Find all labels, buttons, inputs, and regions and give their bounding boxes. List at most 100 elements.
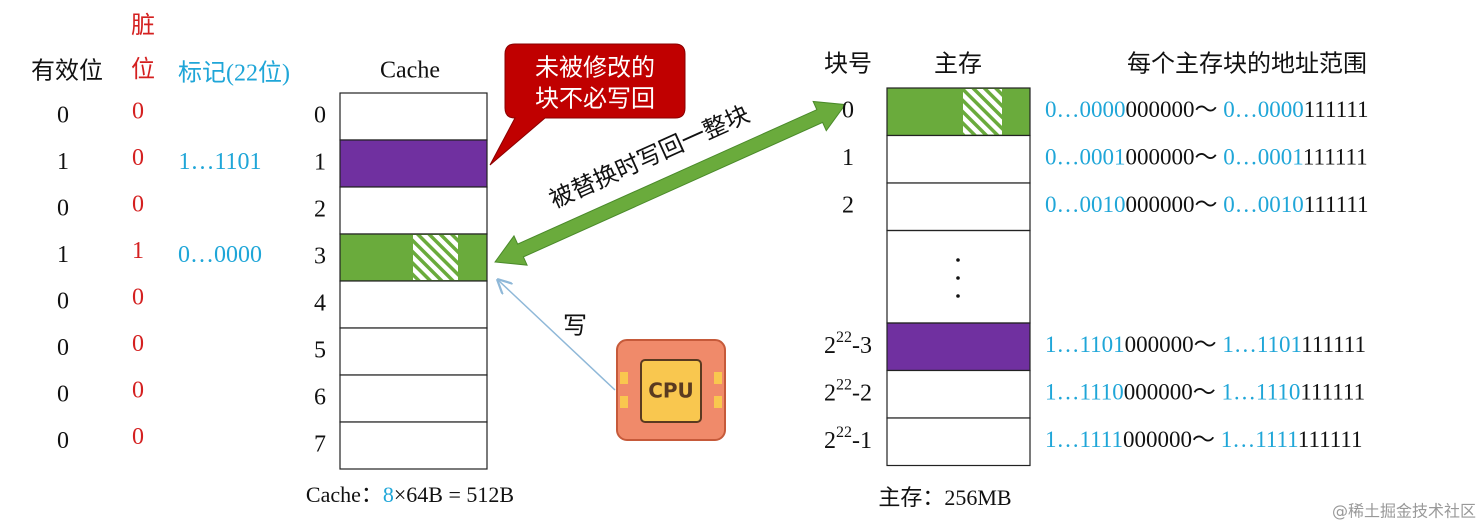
memory-block (886, 87, 1031, 137)
block-header: 块号 (824, 51, 872, 78)
address-part: 111111 (1304, 97, 1369, 122)
number-exp: 22 (836, 376, 852, 393)
address-part: 000000～ (1126, 145, 1224, 170)
address-part: 0…0000 (1045, 97, 1126, 122)
memory-caption: 主存：256MB (878, 485, 1011, 510)
memory-block (886, 182, 1031, 232)
block-number: 2 (842, 193, 854, 219)
number-base: 2 (824, 333, 836, 359)
ellipsis-dot (956, 294, 960, 298)
dirty-bit: 0 (132, 424, 144, 450)
number-rest: -2 (852, 380, 872, 406)
tag-header: 标记(22位) (178, 60, 290, 87)
caption-part: ×64B = 512B (394, 482, 514, 507)
cpu-chip (640, 359, 702, 423)
valid-bit: 0 (57, 382, 69, 408)
valid-bit: 1 (57, 149, 69, 175)
memory-block (886, 369, 1031, 419)
address-part: 0…0010 (1045, 192, 1126, 217)
cpu-icon: CPU (616, 339, 726, 441)
line-index: 3 (314, 244, 326, 270)
address-range: 0…0010000000～ 0…0010111111 (1045, 192, 1368, 217)
range-header: 每个主存块的地址范围 (1127, 51, 1367, 78)
number-exp: 22 (836, 329, 852, 346)
cpu-label: CPU (648, 379, 694, 403)
dirty-bit: 0 (132, 99, 144, 125)
cpu-pin (620, 396, 628, 408)
dirty-bit: 0 (132, 285, 144, 311)
write-arrow (498, 280, 616, 391)
memory-gap (886, 229, 1031, 324)
address-part: 111111 (1298, 427, 1362, 452)
valid-header: 有效位 (31, 58, 103, 85)
watermark: @稀土掘金技术社区 (1332, 502, 1476, 521)
line-index: 2 (314, 197, 326, 223)
dirty-header: 脏位 (126, 12, 154, 100)
number-base: 2 (824, 380, 836, 406)
block-number: 0 (842, 98, 854, 124)
address-part: 000000～ (1123, 427, 1221, 452)
cpu-pin (714, 372, 722, 384)
valid-bit: 0 (57, 335, 69, 361)
cache-title: Cache (380, 58, 440, 84)
line-index: 1 (314, 150, 326, 176)
memory-title: 主存 (934, 51, 982, 78)
address-part: 000000～ (1126, 97, 1224, 122)
valid-bit: 0 (57, 289, 69, 315)
block-number: 222-3 (824, 329, 872, 359)
dirty-bit: 0 (132, 378, 144, 404)
tag-value: 1…1101 (178, 149, 261, 175)
double-arrow (494, 100, 847, 266)
caption-part: Cache： (306, 482, 383, 507)
address-range: 1…1111000000～ 1…1111111111 (1045, 427, 1363, 452)
address-range: 1…1101000000～ 1…1101111111 (1045, 332, 1366, 357)
address-part: 0…0000 (1223, 97, 1304, 122)
callout-line: 块不必写回 (535, 86, 655, 113)
line-index: 7 (314, 432, 326, 458)
address-part: 1…1110 (1045, 380, 1124, 405)
cache-line (339, 327, 488, 376)
dirty-bit: 0 (132, 145, 144, 171)
address-part: 000000～ (1124, 380, 1222, 405)
memory-block (886, 322, 1031, 372)
dirty-bit: 0 (132, 331, 144, 357)
write-label: 写 (563, 314, 587, 340)
number-exp: 22 (836, 424, 852, 441)
address-part: 1…1111 (1045, 427, 1123, 452)
block-number: 222-2 (824, 376, 872, 406)
memory-block (886, 134, 1031, 184)
caption-part: 8 (383, 482, 394, 507)
cache-line (339, 421, 488, 470)
ellipsis-dot (956, 258, 960, 262)
address-part: 0…0001 (1223, 145, 1303, 170)
address-part: 0…0010 (1223, 192, 1304, 217)
line-index: 5 (314, 338, 326, 364)
callout-line: 未被修改的 (535, 55, 655, 82)
address-part: 000000～ (1125, 332, 1223, 357)
memory-block (886, 417, 1031, 467)
address-part: 111111 (1303, 145, 1367, 170)
cache-line (339, 186, 488, 235)
dirty-bit: 0 (132, 192, 144, 218)
written-part (963, 89, 1002, 135)
address-range: 0…0001000000～ 0…0001111111 (1045, 145, 1368, 170)
cpu-pin (714, 396, 722, 408)
dirty-part (413, 235, 458, 280)
tag-value: 0…0000 (178, 242, 262, 268)
address-part: 1…1101 (1045, 332, 1125, 357)
number-base: 2 (824, 428, 836, 454)
number-rest: -3 (852, 333, 872, 359)
line-index: 6 (314, 385, 326, 411)
address-part: 000000～ (1126, 192, 1224, 217)
address-part: 111111 (1300, 380, 1365, 405)
address-part: 111111 (1302, 332, 1366, 357)
valid-bit: 1 (57, 242, 69, 268)
callout-bubble (489, 43, 686, 166)
address-part: 1…1110 (1222, 380, 1301, 405)
cache-caption: Cache：8×64B = 512B (306, 482, 514, 507)
block-number: 222-1 (824, 424, 872, 454)
block-number: 1 (842, 145, 854, 171)
